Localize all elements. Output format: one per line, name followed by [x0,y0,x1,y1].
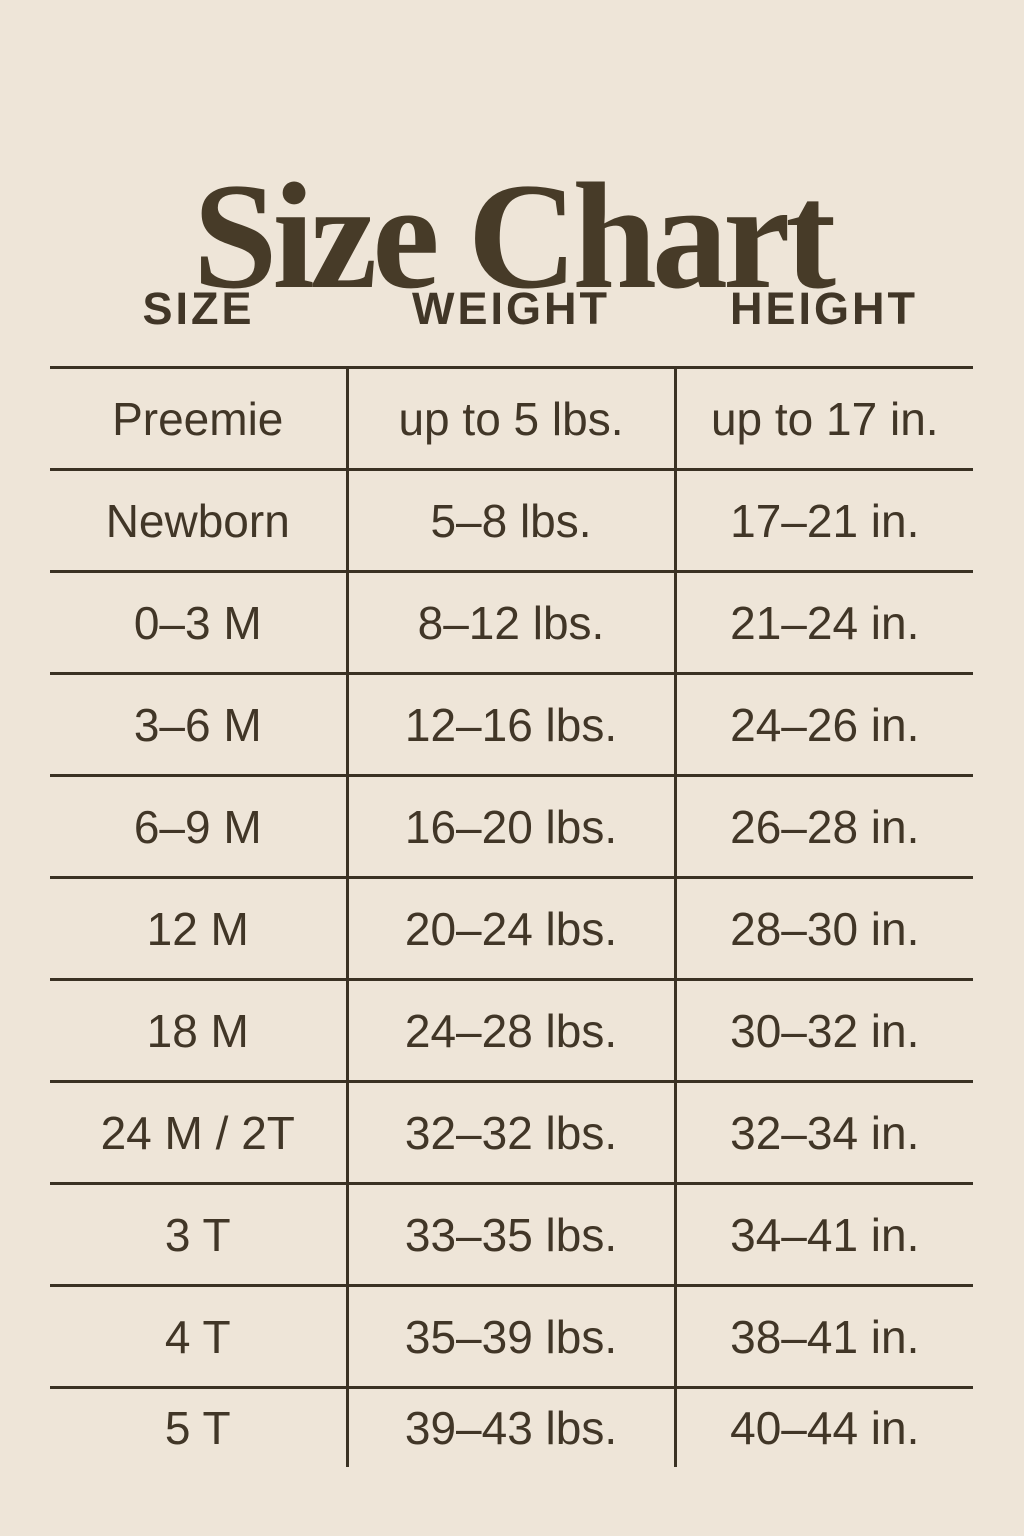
weight-cell: 24–28 lbs. [345,978,675,1082]
table-row: Newborn 5–8 lbs. 17–21 in. [50,468,973,572]
size-cell: 18 M [50,978,347,1082]
table-row: 3–6 M 12–16 lbs. 24–26 in. [50,672,973,776]
size-cell: 3 T [50,1182,347,1286]
height-cell: 24–26 in. [673,672,973,776]
weight-cell: 12–16 lbs. [345,672,675,776]
weight-cell: 20–24 lbs. [345,876,675,980]
size-cell: 24 M / 2T [50,1080,347,1184]
weight-cell: 39–43 lbs. [345,1386,675,1467]
column-header-height: HEIGHT [675,252,973,369]
header-row: SIZE WEIGHT HEIGHT [50,252,973,369]
weight-cell: 5–8 lbs. [345,468,675,572]
height-cell: 28–30 in. [673,876,973,980]
height-cell: 34–41 in. [673,1182,973,1286]
height-cell: 21–24 in. [673,570,973,674]
size-chart-table: SIZE WEIGHT HEIGHT Preemie up to 5 lbs. … [50,252,973,1467]
table-row: 3 T 33–35 lbs. 34–41 in. [50,1182,973,1286]
height-cell: up to 17 in. [673,366,973,470]
weight-cell: 16–20 lbs. [345,774,675,878]
weight-cell: 35–39 lbs. [345,1284,675,1388]
size-cell: 0–3 M [50,570,347,674]
size-cell: 5 T [50,1386,347,1467]
weight-cell: up to 5 lbs. [345,366,675,470]
height-cell: 32–34 in. [673,1080,973,1184]
height-cell: 40–44 in. [673,1386,973,1467]
size-cell: 12 M [50,876,347,980]
height-cell: 30–32 in. [673,978,973,1082]
weight-cell: 8–12 lbs. [345,570,675,674]
table-row: 12 M 20–24 lbs. 28–30 in. [50,876,973,980]
height-cell: 26–28 in. [673,774,973,878]
height-cell: 17–21 in. [673,468,973,572]
weight-cell: 33–35 lbs. [345,1182,675,1286]
height-cell: 38–41 in. [673,1284,973,1388]
table-header: SIZE WEIGHT HEIGHT [50,252,973,369]
table-row: 4 T 35–39 lbs. 38–41 in. [50,1284,973,1388]
size-cell: Newborn [50,468,347,572]
column-header-weight: WEIGHT [347,252,675,369]
size-cell: Preemie [50,366,347,470]
table-row: 18 M 24–28 lbs. 30–32 in. [50,978,973,1082]
table-body: Preemie up to 5 lbs. up to 17 in. Newbor… [50,366,973,1467]
table-row: 6–9 M 16–20 lbs. 26–28 in. [50,774,973,878]
weight-cell: 32–32 lbs. [345,1080,675,1184]
size-cell: 6–9 M [50,774,347,878]
table-row: 5 T 39–43 lbs. 40–44 in. [50,1386,973,1467]
column-header-size: SIZE [50,252,347,369]
table-row: 0–3 M 8–12 lbs. 21–24 in. [50,570,973,674]
table-row: Preemie up to 5 lbs. up to 17 in. [50,366,973,470]
size-cell: 3–6 M [50,672,347,776]
table-row: 24 M / 2T 32–32 lbs. 32–34 in. [50,1080,973,1184]
size-cell: 4 T [50,1284,347,1388]
